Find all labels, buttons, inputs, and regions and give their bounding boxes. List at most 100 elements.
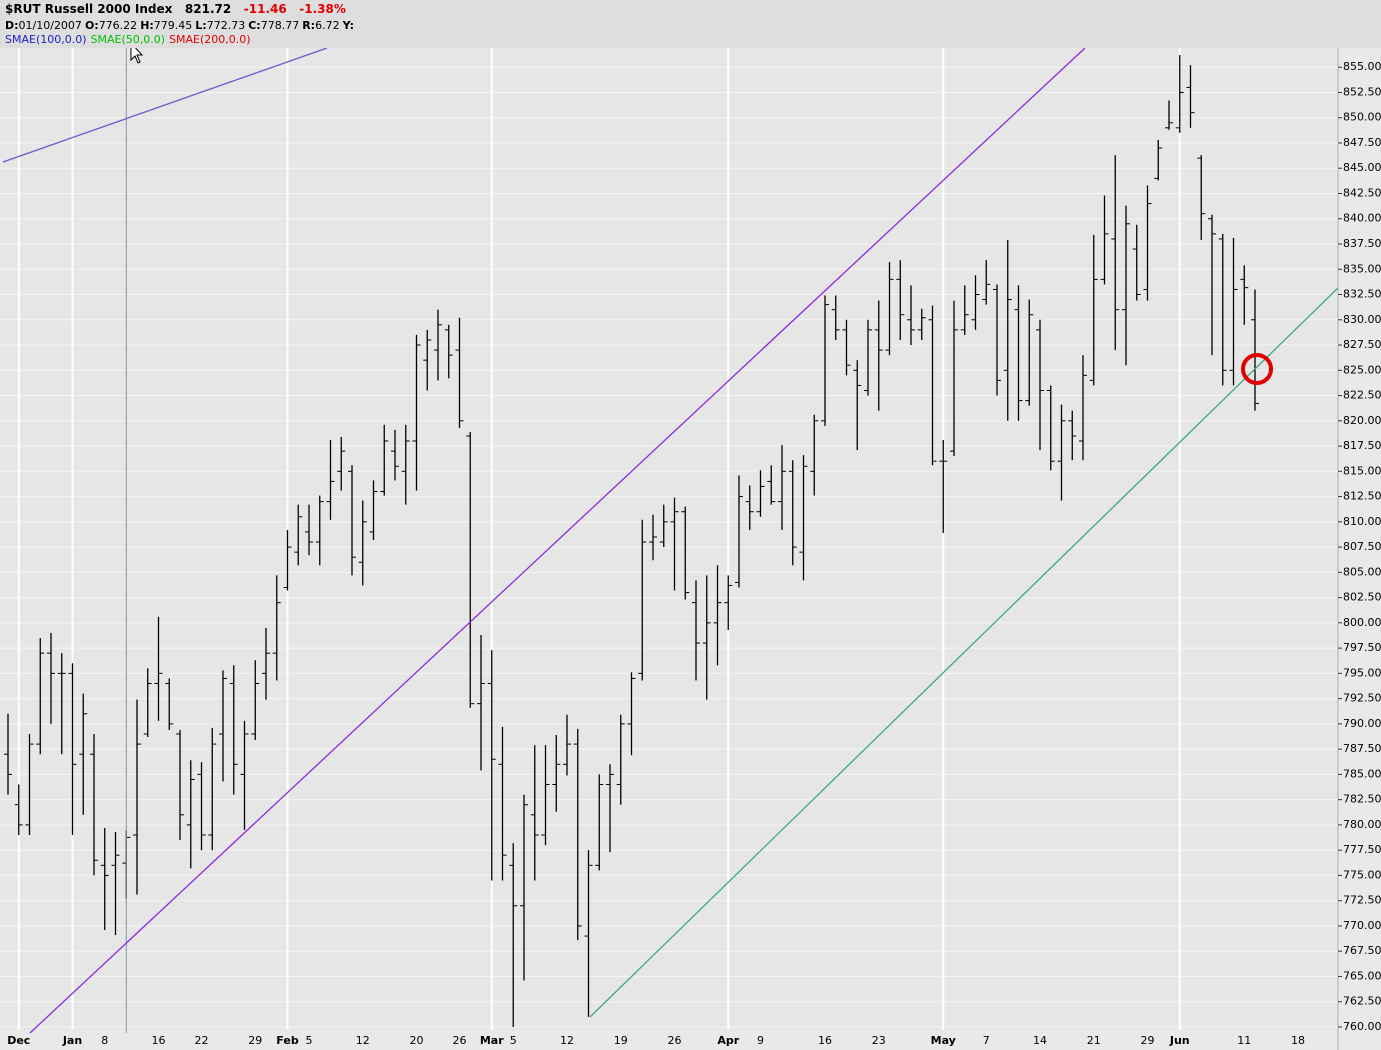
y-tick-label: 797.50 [1343, 641, 1381, 654]
trendline [29, 47, 1086, 1034]
x-tick-label: May [931, 1034, 956, 1047]
readout-value: 779.45 [153, 19, 193, 32]
y-tick-label: 847.50 [1343, 136, 1381, 149]
readout-line: D:01/10/2007 O:776.22 H:779.45 L:772.73 C:77… [5, 19, 354, 33]
y-tick-label: 767.50 [1343, 944, 1381, 957]
x-tick-label: 5 [306, 1034, 313, 1047]
x-tick-label: 29 [248, 1034, 262, 1047]
readout-label: D: [5, 19, 19, 32]
y-tick-label: 780.00 [1343, 818, 1381, 831]
change-pct: -1.38% [299, 2, 346, 16]
y-axis-strip [1338, 48, 1381, 1050]
y-tick-label: 787.50 [1343, 742, 1381, 755]
x-tick-label: 26 [453, 1034, 467, 1047]
y-tick-label: 770.00 [1343, 919, 1381, 932]
title-line: $RUT Russell 2000 Index 821.72 -11.46 -1… [5, 2, 346, 16]
x-tick-label: 12 [560, 1034, 574, 1047]
readout-label: Y: [342, 19, 354, 32]
readout-value: 01/10/2007 [18, 19, 82, 32]
y-tick-label: 765.00 [1343, 969, 1381, 982]
y-tick-label: 850.00 [1343, 111, 1381, 124]
y-tick-label: 837.50 [1343, 237, 1381, 250]
x-tick-label: 18 [1291, 1034, 1305, 1047]
x-tick-label: 22 [195, 1034, 209, 1047]
x-tick-label: Apr [717, 1034, 739, 1047]
x-tick-label: 14 [1033, 1034, 1047, 1047]
title: $RUT Russell 2000 Index [5, 2, 173, 16]
x-tick-label: 16 [152, 1034, 166, 1047]
x-tick-label: 11 [1237, 1034, 1251, 1047]
readout-label: C: [248, 19, 261, 32]
y-tick-label: 805.00 [1343, 565, 1381, 578]
y-tick-label: 785.00 [1343, 767, 1381, 780]
readout-label: R: [302, 19, 316, 32]
x-tick-label: Jan [62, 1034, 82, 1047]
x-tick-label: 12 [356, 1034, 370, 1047]
y-tick-label: 812.50 [1343, 490, 1381, 503]
x-tick-label: 7 [983, 1034, 990, 1047]
y-tick-label: 827.50 [1343, 338, 1381, 351]
y-tick-label: 832.50 [1343, 288, 1381, 301]
readout-value: 6.72 [315, 19, 340, 32]
mouse-pointer [130, 41, 144, 64]
layer: 760.00 762.50 765.00 767.50 770.00 772.50 775.… [0, 48, 1381, 1047]
change: -11.46 [243, 2, 287, 16]
indicator: SMAE(100,0.0) [5, 33, 87, 46]
x-tick-label: 26 [668, 1034, 682, 1047]
trendline [589, 287, 1339, 1018]
x-tick-label: 8 [101, 1034, 108, 1047]
x-tick-label: 19 [614, 1034, 628, 1047]
indicator: SMAE(50,0.0) [90, 33, 166, 46]
readout-value: 776.22 [98, 19, 138, 32]
indicator: SMAE(200,0.0) [169, 33, 251, 46]
y-tick-label: 855.00 [1343, 60, 1381, 73]
y-tick-label: 795.00 [1343, 666, 1381, 679]
y-tick-label: 777.50 [1343, 843, 1381, 856]
y-tick-label: 835.00 [1343, 262, 1381, 275]
y-tick-label: 815.00 [1343, 464, 1381, 477]
x-axis-strip [0, 1030, 1338, 1050]
x-tick-label: 21 [1087, 1034, 1101, 1047]
readout-label: L: [195, 19, 207, 32]
y-tick-label: 825.00 [1343, 363, 1381, 376]
indicator-line: SMAE(100,0.0) SMAE(50,0.0) SMAE(200,0.0) [5, 33, 255, 47]
y-tick-label: 842.50 [1343, 186, 1381, 199]
readout-value: 778.77 [260, 19, 300, 32]
x-tick-label: Feb [276, 1034, 299, 1047]
y-tick-label: 775.00 [1343, 868, 1381, 881]
y-tick-label: 772.50 [1343, 894, 1381, 907]
y-tick-label: 760.00 [1343, 1020, 1381, 1033]
trendline [2, 47, 328, 163]
y-tick-label: 807.50 [1343, 540, 1381, 553]
readout-label: O: [84, 19, 99, 32]
x-tick-label: 20 [410, 1034, 424, 1047]
y-tick-label: 817.50 [1343, 439, 1381, 452]
y-tick-label: 845.00 [1343, 161, 1381, 174]
header: $RUT Russell 2000 Index 821.72 -11.46 -1… [0, 0, 1381, 48]
x-tick-label: Mar [480, 1034, 504, 1047]
x-tick-label: Dec [7, 1034, 30, 1047]
y-tick-label: 800.00 [1343, 616, 1381, 629]
readout-label: H: [140, 19, 154, 32]
y-tick-label: 802.50 [1343, 591, 1381, 604]
y-tick-label: 822.50 [1343, 389, 1381, 402]
highlight-circle [1241, 353, 1273, 385]
x-tick-label: 9 [757, 1034, 764, 1047]
y-tick-label: 792.50 [1343, 692, 1381, 705]
x-tick-label: 5 [510, 1034, 517, 1047]
y-tick-label: 852.50 [1343, 85, 1381, 98]
last-price: 821.72 [184, 2, 232, 16]
y-tick-label: 820.00 [1343, 414, 1381, 427]
x-tick-label: 23 [872, 1034, 886, 1047]
x-tick-label: Jun [1169, 1034, 1190, 1047]
y-tick-label: 830.00 [1343, 313, 1381, 326]
plot-area [0, 48, 1338, 1030]
x-tick-label: 29 [1141, 1034, 1155, 1047]
y-tick-label: 762.50 [1343, 995, 1381, 1008]
y-tick-label: 840.00 [1343, 212, 1381, 225]
y-tick-label: 782.50 [1343, 793, 1381, 806]
x-tick-label: 16 [818, 1034, 832, 1047]
readout-value: 772.73 [206, 19, 246, 32]
